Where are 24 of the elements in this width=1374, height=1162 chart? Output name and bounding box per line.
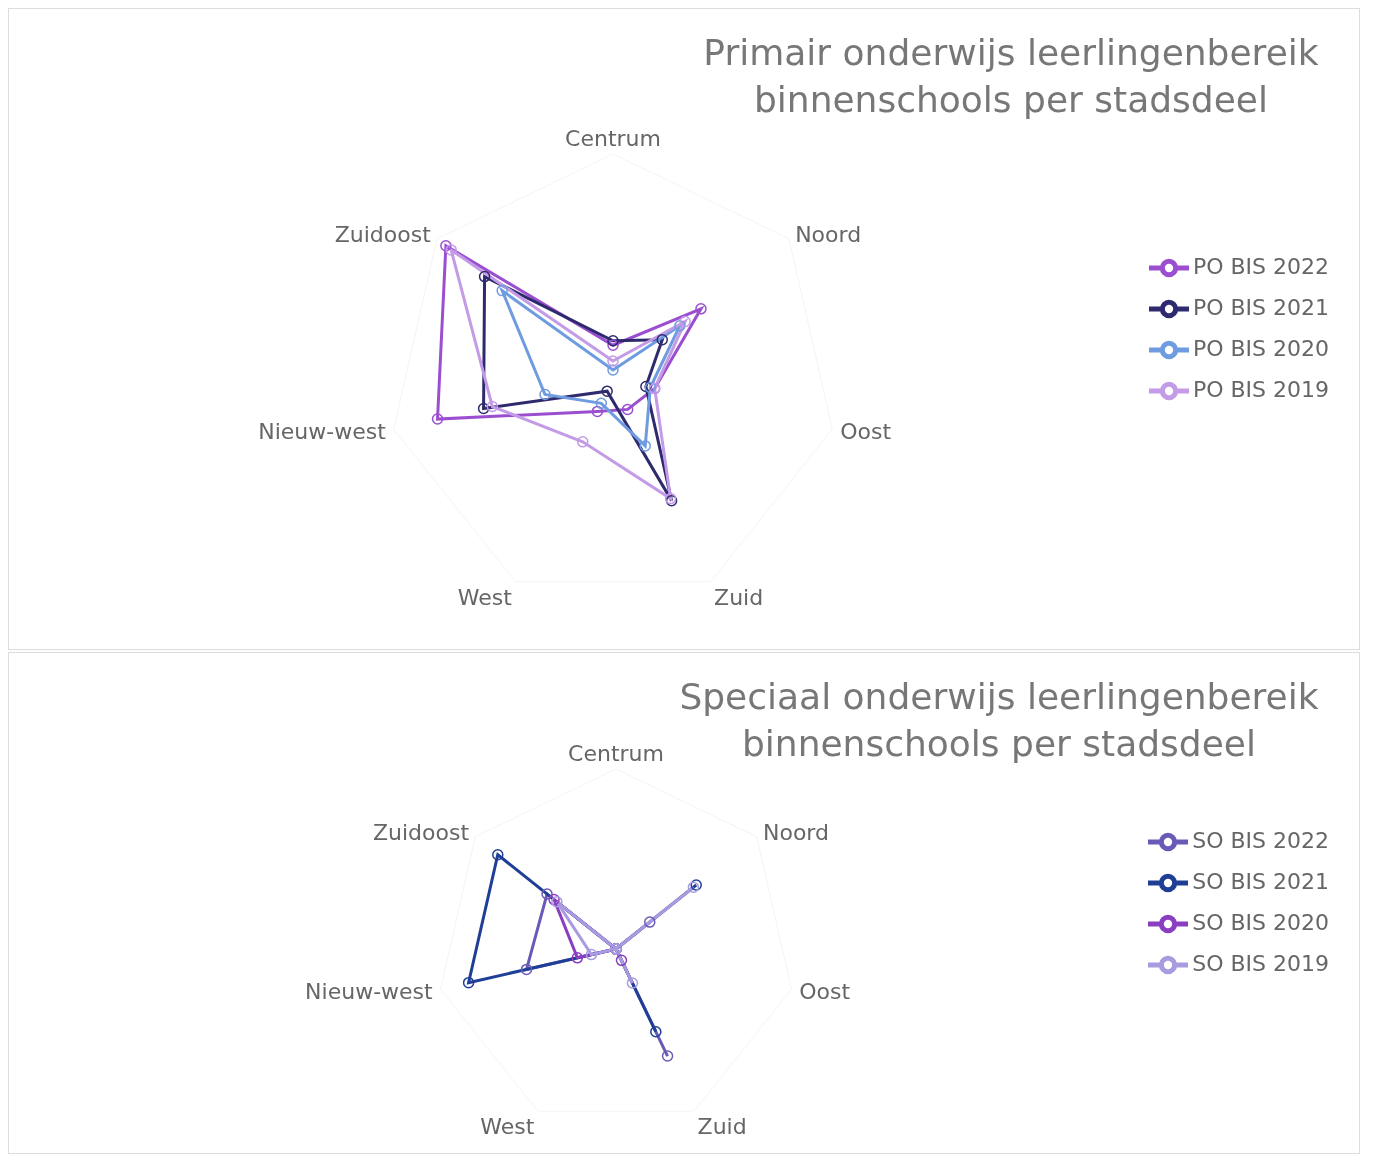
chart-title: Speciaal onderwijs leerlingenbereik binnenschools per stadsdeel bbox=[679, 675, 1319, 766]
spoke-label: Oost bbox=[799, 978, 851, 1004]
spoke-label: West bbox=[480, 1114, 535, 1139]
legend-label: PO BIS 2022 bbox=[1192, 254, 1329, 279]
legend-label: PO BIS 2021 bbox=[1192, 295, 1329, 320]
legend-label: SO BIS 2022 bbox=[1192, 828, 1329, 853]
spoke-label: West bbox=[457, 584, 513, 610]
spoke-label: Zuidoost bbox=[372, 819, 470, 845]
legend-label: PO BIS 2019 bbox=[1192, 377, 1329, 402]
spoke-label: Centrum bbox=[565, 126, 661, 151]
spoke-label: Centrum bbox=[568, 741, 664, 766]
spoke-label: Zuid bbox=[714, 584, 764, 610]
spoke-label: Noord bbox=[762, 819, 829, 845]
legend-label: SO BIS 2021 bbox=[1192, 869, 1329, 894]
legend-label: SO BIS 2019 bbox=[1192, 951, 1329, 976]
spoke-label: Zuidoost bbox=[334, 221, 432, 247]
chart-title: Primair onderwijs leerlingenbereik binnenschools per stadsdeel bbox=[702, 31, 1320, 122]
spoke-label: Zuid bbox=[697, 1114, 747, 1139]
spoke-label: Noord bbox=[795, 221, 862, 247]
spoke-label: Nieuw-west bbox=[258, 418, 387, 444]
spoke-label: Nieuw-west bbox=[305, 978, 434, 1004]
legend-label: SO BIS 2020 bbox=[1192, 910, 1329, 935]
spoke-label: Oost bbox=[840, 418, 892, 444]
legend-label: PO BIS 2020 bbox=[1192, 336, 1329, 361]
